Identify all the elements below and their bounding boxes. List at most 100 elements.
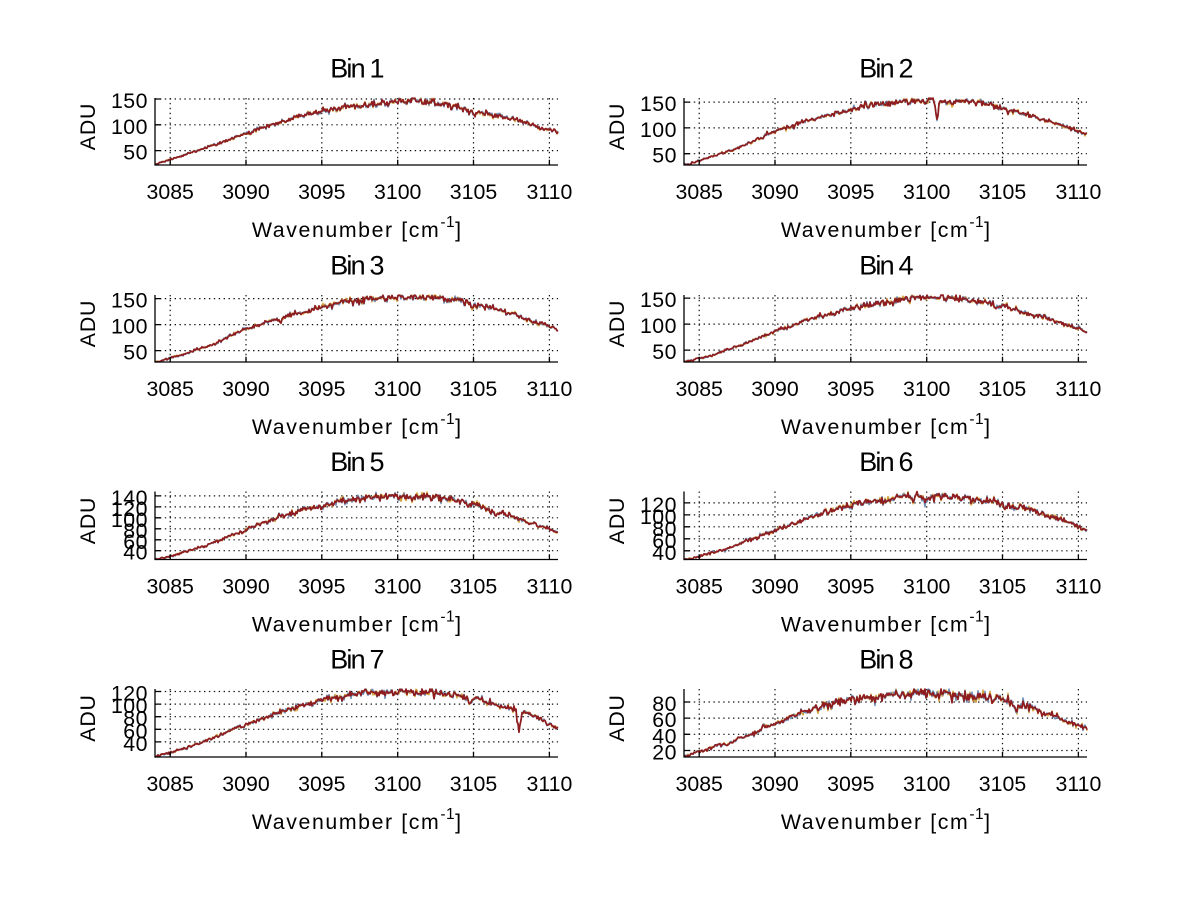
svg-text:60: 60 bbox=[123, 719, 148, 743]
svg-text:3085: 3085 bbox=[676, 180, 723, 204]
svg-text:Wavenumber [cm-1]: Wavenumber [cm-1] bbox=[252, 609, 461, 637]
svg-text:3090: 3090 bbox=[222, 377, 270, 401]
svg-text:3100: 3100 bbox=[374, 575, 422, 599]
svg-text:Wavenumber [cm-1]: Wavenumber [cm-1] bbox=[252, 214, 461, 242]
svg-text:40: 40 bbox=[652, 541, 677, 565]
svg-text:ADU: ADU bbox=[605, 103, 629, 150]
svg-text:ADU: ADU bbox=[76, 103, 100, 150]
svg-text:ADU: ADU bbox=[76, 694, 100, 741]
svg-text:3095: 3095 bbox=[298, 575, 345, 599]
svg-text:3110: 3110 bbox=[527, 377, 573, 401]
svg-text:140: 140 bbox=[111, 486, 148, 510]
svg-text:3105: 3105 bbox=[450, 575, 497, 599]
svg-text:Bin 3: Bin 3 bbox=[330, 251, 383, 281]
svg-text:Wavenumber [cm-1]: Wavenumber [cm-1] bbox=[781, 411, 990, 439]
svg-text:3085: 3085 bbox=[676, 377, 723, 401]
svg-text:Bin 1: Bin 1 bbox=[330, 54, 383, 84]
svg-text:150: 150 bbox=[640, 288, 677, 312]
svg-text:3105: 3105 bbox=[979, 575, 1026, 599]
svg-text:3090: 3090 bbox=[751, 180, 799, 204]
svg-text:Bin 5: Bin 5 bbox=[330, 447, 383, 477]
svg-text:3095: 3095 bbox=[827, 772, 874, 796]
svg-text:3110: 3110 bbox=[1056, 377, 1102, 401]
svg-text:Wavenumber [cm-1]: Wavenumber [cm-1] bbox=[252, 806, 461, 834]
svg-text:120: 120 bbox=[640, 493, 677, 517]
svg-text:40: 40 bbox=[123, 732, 148, 756]
svg-text:100: 100 bbox=[640, 505, 677, 529]
svg-text:3085: 3085 bbox=[676, 575, 723, 599]
svg-text:3095: 3095 bbox=[298, 377, 345, 401]
svg-text:3110: 3110 bbox=[1056, 575, 1102, 599]
svg-text:3090: 3090 bbox=[751, 575, 799, 599]
svg-text:3085: 3085 bbox=[147, 575, 194, 599]
svg-text:3100: 3100 bbox=[903, 772, 951, 796]
svg-text:50: 50 bbox=[652, 144, 677, 168]
svg-text:120: 120 bbox=[111, 682, 148, 706]
svg-text:120: 120 bbox=[111, 497, 148, 521]
svg-text:60: 60 bbox=[652, 529, 677, 553]
svg-text:3105: 3105 bbox=[450, 377, 497, 401]
svg-text:20: 20 bbox=[652, 741, 677, 765]
svg-text:50: 50 bbox=[123, 341, 148, 365]
svg-text:3085: 3085 bbox=[147, 772, 194, 796]
svg-text:Wavenumber [cm-1]: Wavenumber [cm-1] bbox=[781, 609, 990, 637]
svg-text:40: 40 bbox=[652, 724, 677, 748]
svg-text:3100: 3100 bbox=[903, 575, 951, 599]
svg-text:3095: 3095 bbox=[298, 180, 345, 204]
svg-text:3105: 3105 bbox=[979, 377, 1026, 401]
svg-text:Bin 4: Bin 4 bbox=[859, 251, 913, 281]
svg-text:100: 100 bbox=[111, 115, 148, 139]
svg-text:Wavenumber [cm-1]: Wavenumber [cm-1] bbox=[252, 411, 461, 439]
svg-text:3095: 3095 bbox=[298, 772, 345, 796]
svg-text:3100: 3100 bbox=[903, 180, 951, 204]
svg-text:Bin 6: Bin 6 bbox=[859, 447, 912, 477]
svg-text:3090: 3090 bbox=[222, 180, 270, 204]
svg-text:3095: 3095 bbox=[827, 180, 874, 204]
svg-text:150: 150 bbox=[111, 89, 148, 113]
svg-text:3100: 3100 bbox=[374, 377, 422, 401]
svg-text:3105: 3105 bbox=[450, 180, 497, 204]
svg-text:3110: 3110 bbox=[527, 772, 573, 796]
svg-text:3110: 3110 bbox=[1056, 180, 1102, 204]
svg-text:80: 80 bbox=[123, 707, 148, 731]
svg-text:3110: 3110 bbox=[1056, 772, 1102, 796]
svg-text:3110: 3110 bbox=[527, 575, 573, 599]
svg-text:Wavenumber [cm-1]: Wavenumber [cm-1] bbox=[781, 214, 990, 242]
svg-text:3090: 3090 bbox=[222, 575, 270, 599]
svg-text:ADU: ADU bbox=[605, 300, 629, 347]
svg-text:3085: 3085 bbox=[147, 377, 194, 401]
svg-text:3100: 3100 bbox=[903, 377, 951, 401]
svg-text:80: 80 bbox=[652, 692, 677, 716]
svg-text:50: 50 bbox=[123, 141, 148, 165]
svg-text:ADU: ADU bbox=[605, 694, 629, 741]
svg-text:60: 60 bbox=[652, 708, 677, 732]
svg-text:3105: 3105 bbox=[450, 772, 497, 796]
svg-text:80: 80 bbox=[652, 517, 677, 541]
svg-text:150: 150 bbox=[111, 289, 148, 313]
svg-text:100: 100 bbox=[640, 118, 677, 142]
svg-text:40: 40 bbox=[123, 541, 148, 565]
svg-text:100: 100 bbox=[111, 508, 148, 532]
svg-text:80: 80 bbox=[123, 519, 148, 543]
svg-text:3090: 3090 bbox=[222, 772, 270, 796]
svg-text:Bin 2: Bin 2 bbox=[859, 54, 912, 84]
svg-text:Bin 7: Bin 7 bbox=[330, 645, 383, 675]
svg-text:Bin 8: Bin 8 bbox=[859, 645, 912, 675]
svg-text:150: 150 bbox=[640, 92, 677, 116]
svg-text:3085: 3085 bbox=[676, 772, 723, 796]
svg-text:3100: 3100 bbox=[374, 772, 422, 796]
svg-text:3090: 3090 bbox=[751, 772, 799, 796]
svg-text:50: 50 bbox=[652, 340, 677, 364]
svg-text:3095: 3095 bbox=[827, 575, 874, 599]
svg-text:3085: 3085 bbox=[147, 180, 194, 204]
svg-text:100: 100 bbox=[111, 315, 148, 339]
svg-text:100: 100 bbox=[640, 314, 677, 338]
svg-text:3105: 3105 bbox=[979, 772, 1026, 796]
svg-text:60: 60 bbox=[123, 530, 148, 554]
svg-text:3090: 3090 bbox=[751, 377, 799, 401]
svg-text:ADU: ADU bbox=[76, 300, 100, 347]
svg-text:3105: 3105 bbox=[979, 180, 1026, 204]
svg-text:3100: 3100 bbox=[374, 180, 422, 204]
svg-text:100: 100 bbox=[111, 694, 148, 718]
svg-text:Wavenumber [cm-1]: Wavenumber [cm-1] bbox=[781, 806, 990, 834]
